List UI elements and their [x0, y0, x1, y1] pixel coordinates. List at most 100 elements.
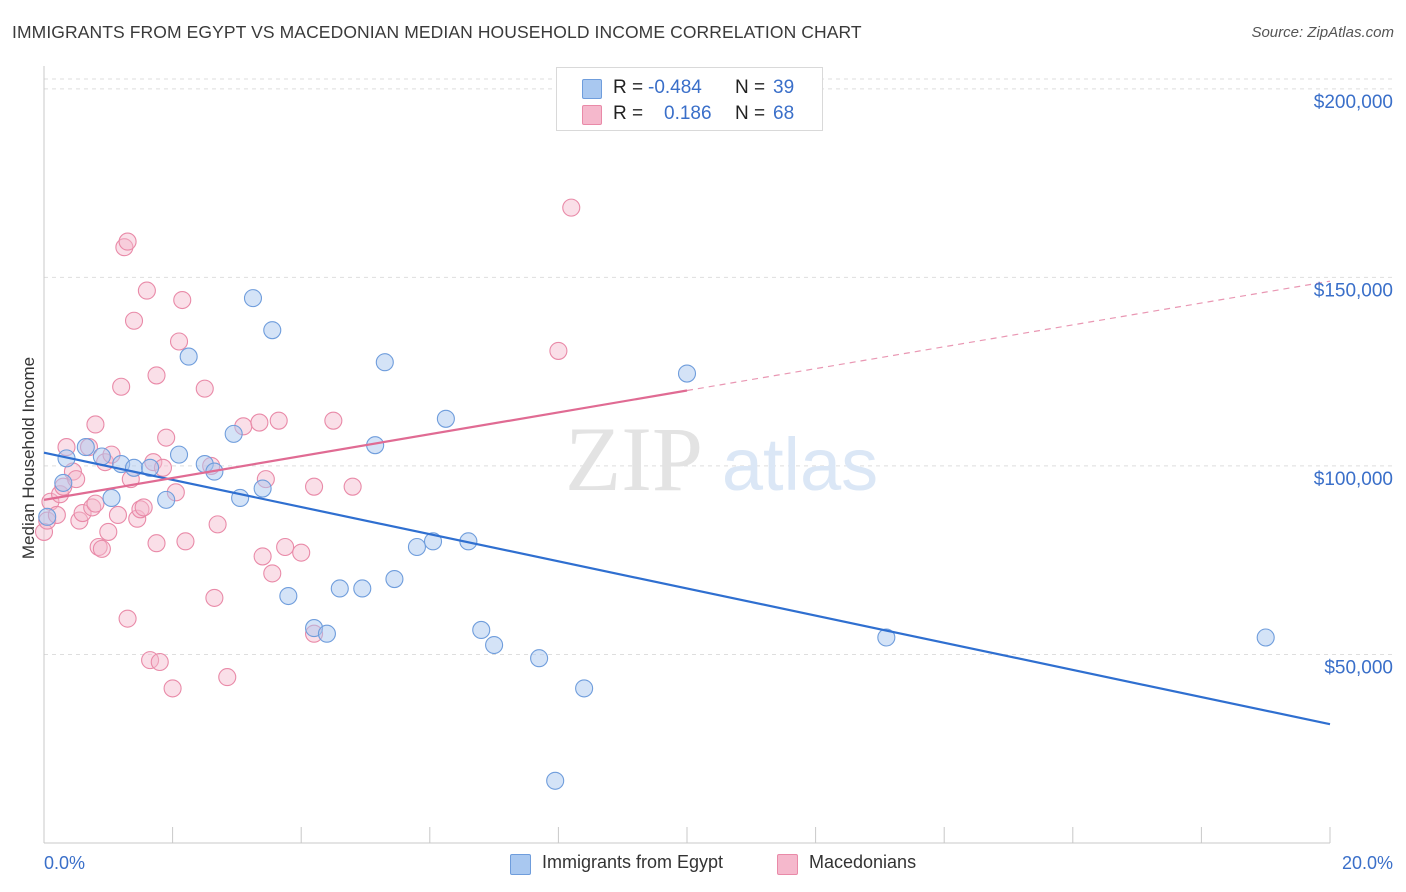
data-point-macedonians — [118, 609, 137, 628]
legend-swatch-egypt — [510, 854, 531, 875]
legend-swatch-macedonians — [582, 105, 602, 125]
data-point-macedonians — [173, 290, 192, 310]
data-point-egypt — [38, 507, 57, 526]
data-point-macedonians — [92, 539, 111, 558]
data-point-egypt — [546, 771, 565, 790]
legend-r-label: R = — [613, 103, 644, 124]
series-egypt — [38, 289, 1275, 790]
x-tick-label: 20.0% — [1342, 853, 1393, 873]
data-point-egypt — [224, 424, 243, 443]
data-point-macedonians — [343, 477, 362, 496]
data-point-macedonians — [169, 332, 189, 351]
legend-swatch-egypt — [582, 79, 602, 99]
chart-title: IMMIGRANTS FROM EGYPT VS MACEDONIAN MEDI… — [12, 22, 862, 42]
axes — [43, 66, 1331, 844]
data-point-macedonians — [163, 679, 182, 698]
data-point-egypt — [877, 628, 896, 647]
data-point-egypt — [102, 488, 121, 508]
data-point-macedonians — [112, 377, 131, 396]
legend-n-label: N = — [735, 103, 766, 124]
data-point-macedonians — [147, 534, 166, 553]
data-point-egypt — [179, 347, 198, 366]
data-point-macedonians — [137, 281, 156, 300]
legend-r-value: -0.484 — [648, 77, 702, 98]
y-tick-label: $50,000 — [1324, 657, 1393, 678]
y-axis-label: Median Household Income — [19, 357, 38, 559]
data-point-macedonians — [176, 532, 195, 551]
x-tick-label: 0.0% — [44, 853, 85, 873]
data-point-macedonians — [205, 588, 224, 607]
data-point-egypt — [169, 445, 189, 464]
data-point-macedonians — [118, 232, 137, 251]
source-label: Source: ZipAtlas.com — [1251, 24, 1394, 41]
data-point-macedonians — [276, 537, 295, 557]
series-legend: Immigrants from Egypt Macedonians — [0, 852, 1406, 878]
data-point-egypt — [263, 321, 282, 340]
data-point-egypt — [76, 438, 95, 457]
data-point-egypt — [353, 579, 372, 598]
gridlines — [44, 78, 1395, 655]
x-tick-labels: 0.0% 20.0% — [44, 853, 1393, 873]
legend-label-egypt: Immigrants from Egypt — [542, 852, 724, 872]
data-point-macedonians — [108, 505, 127, 524]
data-point-macedonians — [250, 413, 269, 432]
data-point-macedonians — [147, 366, 166, 385]
data-point-egypt — [157, 490, 176, 509]
data-point-egypt — [375, 353, 394, 372]
data-point-egypt — [92, 447, 111, 466]
data-point-egypt — [253, 479, 272, 498]
data-point-macedonians — [115, 238, 134, 257]
legend-r-label: R = — [613, 77, 644, 98]
data-point-egypt — [575, 679, 594, 698]
data-point-egypt — [330, 579, 349, 598]
data-point-egypt — [485, 635, 504, 655]
data-point-egypt — [54, 473, 73, 492]
trend-lines — [43, 280, 1331, 726]
data-point-egypt — [407, 537, 426, 557]
y-tick-labels: $50,000 $100,000 $150,000 $200,000 — [1314, 92, 1393, 679]
data-point-macedonians — [157, 428, 176, 447]
data-point-macedonians — [208, 515, 227, 534]
data-point-egypt — [472, 620, 491, 640]
data-point-macedonians — [263, 564, 282, 583]
data-point-macedonians — [269, 411, 288, 430]
data-point-macedonians — [253, 547, 272, 566]
data-point-egypt — [141, 458, 160, 477]
data-point-macedonians — [134, 498, 153, 517]
data-point-macedonians — [562, 198, 581, 217]
data-point-macedonians — [195, 379, 214, 398]
data-point-macedonians — [99, 522, 118, 541]
data-point-egypt — [530, 649, 549, 668]
data-point-egypt — [1256, 628, 1275, 647]
legend-n-label: N = — [735, 77, 766, 98]
data-point-macedonians — [86, 494, 105, 513]
data-point-macedonians — [124, 311, 144, 330]
data-point-macedonians — [89, 537, 108, 557]
data-point-macedonians — [86, 415, 105, 434]
legend-label-macedonians: Macedonians — [809, 852, 917, 872]
watermark: ZIP atlas — [565, 408, 878, 510]
data-point-egypt — [385, 569, 404, 589]
data-point-egypt — [317, 624, 336, 643]
data-point-macedonians — [305, 477, 324, 496]
trend-line-macedonians-projected — [686, 280, 1331, 392]
data-point-macedonians — [73, 504, 92, 523]
legend-n-value: 39 — [773, 77, 795, 98]
data-point-macedonians — [218, 668, 237, 687]
data-point-macedonians — [131, 500, 150, 519]
data-point-egypt — [423, 532, 443, 551]
trend-line-egypt — [43, 451, 1331, 726]
legend-r-value: 0.186 — [664, 103, 712, 124]
trend-line-macedonians — [43, 389, 688, 501]
stats-legend: R = -0.484 N = 39 R = 0.186 N = 68 — [556, 67, 823, 131]
legend-swatch-macedonians — [777, 854, 798, 875]
data-point-egypt — [279, 586, 298, 606]
y-tick-label: $150,000 — [1314, 280, 1393, 301]
data-point-macedonians — [128, 509, 147, 528]
data-point-egypt — [436, 409, 455, 428]
data-point-macedonians — [292, 543, 311, 562]
y-tick-label: $100,000 — [1314, 469, 1393, 490]
data-point-egypt — [677, 364, 697, 383]
watermark-atlas: atlas — [722, 423, 878, 506]
